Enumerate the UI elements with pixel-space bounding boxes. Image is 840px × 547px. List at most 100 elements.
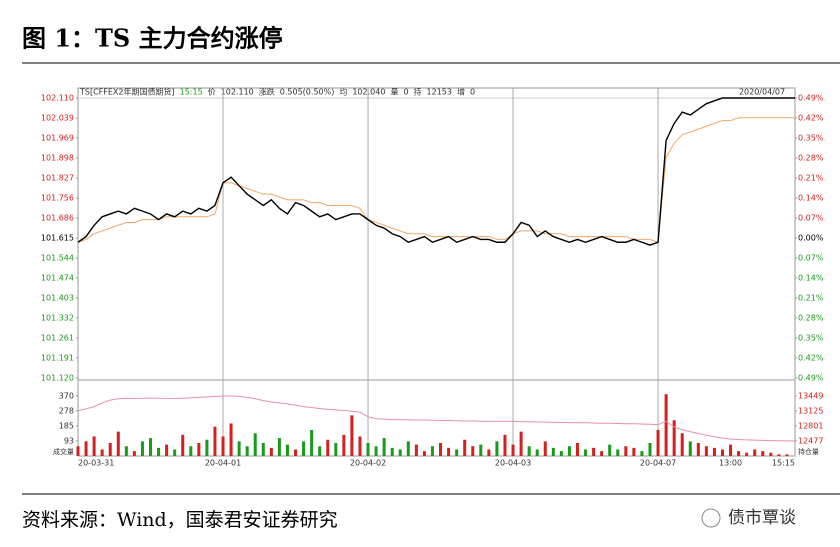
volume-bar — [181, 434, 185, 456]
y-tick-label: 101.332 — [41, 314, 74, 323]
volume-bar — [704, 446, 708, 456]
volume-bar — [382, 438, 386, 456]
header-item: 0.505(0.50%) — [280, 88, 335, 97]
y-tick-label: 102.039 — [41, 114, 74, 123]
volume-bar — [229, 423, 233, 456]
header-item: 0 — [470, 88, 475, 97]
volume-bar — [358, 436, 362, 456]
y2-tick-label: 0.07% — [798, 214, 824, 223]
volume-bar — [656, 429, 660, 456]
y2-tick-label: 0.35% — [798, 134, 824, 143]
volume-bar — [624, 446, 628, 456]
volume-bar — [221, 436, 225, 456]
volume-bar — [140, 441, 144, 456]
y2-tick-label: 0.07% — [798, 254, 824, 263]
x-tick-label: 20-04-03 — [495, 459, 531, 468]
volume-bar — [430, 446, 434, 456]
volume-bar — [100, 449, 104, 456]
volume-bar — [414, 444, 418, 456]
volume-bar — [688, 441, 692, 456]
volume-bar — [608, 444, 612, 456]
x-tick-label: 15:15 — [772, 459, 795, 468]
header-item: 增 — [457, 87, 465, 97]
y-tick-label: 101.474 — [41, 273, 74, 282]
oi-tick-label: 13125 — [798, 407, 823, 416]
volume-bar — [785, 454, 789, 456]
volume-bar — [769, 452, 773, 456]
volume-bar — [422, 451, 426, 456]
volume-bar — [165, 444, 169, 456]
header-item: 102.040 — [352, 88, 385, 97]
header-item: TS[CFFEX2年期国债期货] — [79, 87, 175, 97]
volume-bar — [205, 439, 209, 456]
volume-bar — [189, 446, 193, 456]
volume-bar — [398, 449, 402, 456]
header-item: 102.110 — [221, 88, 254, 97]
x-tick-label: 20-03-31 — [78, 459, 114, 468]
volume-tick-label: 185 — [59, 421, 74, 430]
volume-bar — [302, 441, 306, 456]
volume-bar — [342, 434, 346, 456]
header-item: 涨跌 — [259, 87, 275, 97]
volume-bar — [76, 446, 80, 456]
volume-bar — [664, 394, 668, 456]
y-tick-label: 101.969 — [41, 133, 74, 142]
y-tick-label: 101.261 — [41, 334, 74, 343]
volume-bar — [737, 451, 741, 456]
volume-bar — [269, 447, 273, 456]
x-tick-label: 20-04-01 — [205, 459, 241, 468]
volume-bar — [245, 446, 249, 456]
volume-bar — [745, 452, 749, 456]
volume-bar — [777, 454, 781, 456]
y-tick-label: 101.615 — [41, 234, 74, 243]
volume-tick-label: 278 — [59, 406, 74, 415]
y-tick-label: 101.827 — [41, 174, 74, 183]
volume-bar — [277, 438, 281, 456]
y2-tick-label: 0.35% — [798, 334, 824, 343]
volume-bar — [116, 431, 120, 456]
x-tick-label: 20-04-07 — [640, 459, 676, 468]
header-item: 0 — [403, 88, 408, 97]
volume-bar — [648, 442, 652, 456]
volume-bar — [600, 451, 604, 456]
volume-bar — [294, 449, 298, 456]
volume-bar — [124, 446, 128, 456]
y-tick-label: 101.544 — [41, 254, 74, 263]
volume-bar — [696, 442, 700, 456]
volume-bar — [584, 449, 588, 456]
volume-bar — [672, 420, 676, 456]
volume-bar — [334, 442, 338, 456]
y2-tick-label: 0.42% — [798, 114, 824, 123]
y2-tick-label: 0.28% — [798, 314, 824, 323]
volume-bar — [720, 449, 724, 456]
volume-bar — [463, 439, 467, 456]
volume-bar — [479, 444, 483, 456]
volume-bar — [108, 442, 112, 456]
y-tick-label: 101.120 — [41, 374, 74, 383]
volume-bar — [575, 442, 579, 456]
volume-bar — [640, 451, 644, 456]
watermark: 债市覃谈 — [728, 508, 796, 528]
y2-tick-label: 0.14% — [798, 274, 824, 283]
chart-frame — [77, 87, 796, 457]
volume-bar — [439, 442, 443, 456]
price-line — [77, 97, 795, 246]
logo — [701, 508, 721, 528]
volume-bar — [487, 449, 491, 456]
header-item: 均 — [339, 87, 347, 97]
volume-bar — [559, 451, 563, 456]
average-line — [77, 117, 795, 243]
volume-bar — [471, 446, 475, 456]
volume-tick-label: 93 — [64, 436, 74, 445]
volume-bar — [503, 434, 507, 456]
volume-bar — [406, 441, 410, 456]
volume-bar — [173, 449, 177, 456]
volume-bar — [753, 449, 757, 456]
volume-bar — [527, 446, 531, 456]
y-tick-label: 102.110 — [41, 94, 74, 103]
y-tick-label: 101.898 — [41, 153, 74, 162]
y2-tick-label: 0.00% — [798, 234, 824, 243]
volume-bar — [318, 446, 322, 456]
volume-bar — [132, 451, 136, 456]
